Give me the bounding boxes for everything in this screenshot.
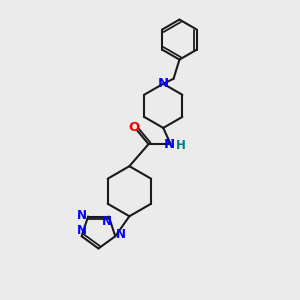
Text: N: N: [158, 77, 169, 90]
Text: N: N: [102, 215, 112, 228]
Text: N: N: [164, 138, 175, 151]
Text: N: N: [77, 208, 87, 221]
Text: N: N: [77, 224, 87, 237]
Text: N: N: [116, 228, 126, 241]
Text: H: H: [176, 139, 186, 152]
Text: O: O: [129, 121, 140, 134]
